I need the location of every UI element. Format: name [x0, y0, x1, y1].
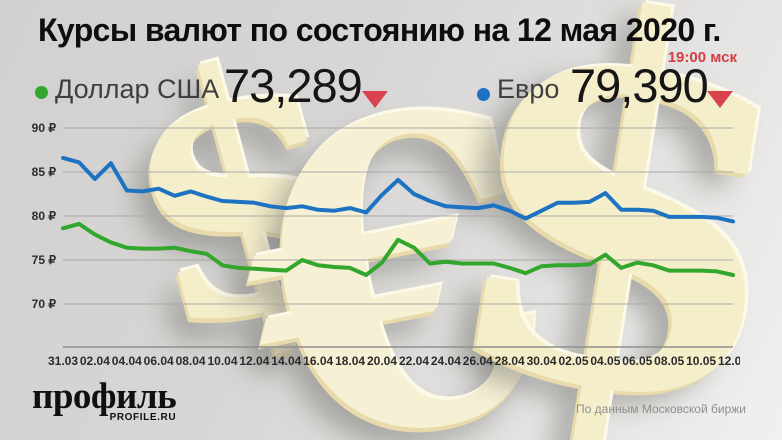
eur-rate-value: 79,390	[570, 59, 709, 112]
y-tick-label: 75 ₽	[32, 253, 57, 267]
eur-label: Евро	[497, 74, 560, 104]
x-tick-label: 16.04	[303, 354, 333, 368]
eur-dot-icon	[477, 88, 490, 101]
x-tick-label: 12.04	[239, 354, 269, 368]
x-tick-label: 06.04	[144, 354, 174, 368]
x-tick-label: 04.04	[112, 354, 142, 368]
y-tick-label: 90 ₽	[32, 121, 57, 135]
y-tick-label: 80 ₽	[32, 209, 57, 223]
x-tick-label: 12.05	[718, 354, 740, 368]
series-line-usd	[61, 221, 735, 277]
series-line-eur	[61, 155, 735, 224]
x-tick-label: 04.05	[590, 354, 620, 368]
rates-chart: 90 ₽ 85 ₽ 80 ₽ 75 ₽ 70 ₽ 31.03 02.04 04.04 06.04…	[32, 121, 740, 368]
x-tick-label: 24.04	[431, 354, 461, 368]
x-tick-label: 02.05	[558, 354, 588, 368]
x-tick-label: 02.04	[80, 354, 110, 368]
x-tick-label: 28.04	[495, 354, 525, 368]
x-tick-label: 31.03	[48, 354, 78, 368]
x-tick-label: 10.05	[686, 354, 716, 368]
usd-label: Доллар США	[55, 74, 220, 104]
profile-logo: профиль PROFILE.RU	[32, 376, 177, 423]
usd-dot-icon	[35, 86, 48, 99]
x-tick-label: 14.04	[271, 354, 301, 368]
x-tick-label: 10.04	[207, 354, 237, 368]
x-tick-label: 08.05	[654, 354, 684, 368]
x-tick-label: 08.04	[176, 354, 206, 368]
page-title: Курсы валют по состоянию на 12 мая 2020 …	[38, 12, 721, 48]
y-tick-label: 85 ₽	[32, 165, 57, 179]
x-tick-label: 20.04	[367, 354, 397, 368]
y-tick-label: 70 ₽	[32, 297, 57, 311]
x-tick-label: 06.05	[622, 354, 652, 368]
x-tick-label: 30.04	[527, 354, 557, 368]
eur-down-arrow-icon	[707, 91, 733, 108]
logo-wordmark: профиль	[32, 376, 177, 417]
x-tick-label: 22.04	[399, 354, 429, 368]
x-tick-label: 26.04	[463, 354, 493, 368]
logo-domain: PROFILE.RU	[109, 412, 177, 423]
usd-down-arrow-icon	[362, 91, 388, 108]
x-tick-label: 18.04	[335, 354, 365, 368]
usd-rate-value: 73,289	[224, 59, 363, 112]
timestamp: 19:00 мск	[667, 49, 737, 66]
data-source-note: По данным Московской биржи	[576, 402, 746, 416]
